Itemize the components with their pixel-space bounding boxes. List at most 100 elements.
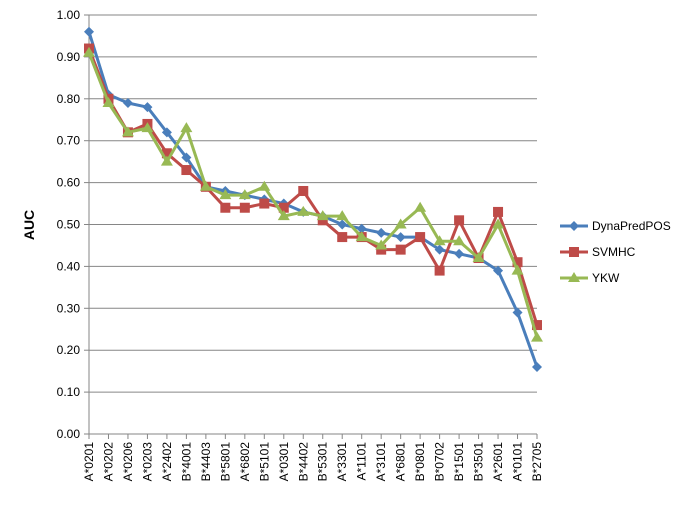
series-lines: [83, 26, 543, 372]
diamond-marker: [84, 26, 94, 37]
square-marker: [278, 202, 289, 213]
x-tick-label: A*0202: [101, 442, 115, 482]
series-dynapredpos: [84, 26, 542, 372]
x-tick-label: B*1501: [452, 442, 466, 482]
triangle-marker: [355, 231, 368, 242]
x-tick-label: A*3301: [335, 442, 349, 482]
x-tick-label: B*2705: [530, 442, 544, 482]
legend-item: DynaPredPOS: [560, 219, 671, 233]
x-tick-label: A*2601: [491, 442, 505, 482]
square-marker: [239, 202, 250, 213]
triangle-marker: [316, 210, 329, 221]
triangle-marker: [453, 235, 466, 246]
y-tick-label: 0.50: [57, 218, 81, 232]
x-tick-label: A*1101: [355, 442, 369, 481]
x-tick-label: B*4402: [296, 442, 310, 482]
square-marker: [220, 202, 231, 213]
y-tick-label: 0.70: [57, 134, 81, 148]
square-marker: [337, 232, 348, 243]
series-line: [87, 31, 539, 368]
diamond-marker: [493, 265, 504, 276]
y-tick-label: 0.40: [57, 259, 81, 273]
square-marker: [181, 165, 192, 176]
square-marker: [259, 198, 270, 209]
x-tick-label: A*0206: [121, 442, 135, 482]
triangle-marker: [277, 210, 290, 221]
diamond-marker: [356, 223, 367, 234]
series-svmhc: [84, 43, 542, 331]
x-tick-label: A*0201: [82, 442, 96, 482]
square-marker: [395, 244, 406, 255]
triangle-marker: [336, 210, 349, 221]
triangle-marker: [414, 201, 427, 212]
diamond-marker: [161, 127, 172, 138]
x-tick-label: A*6801: [394, 442, 408, 482]
y-tick-label: 0.60: [57, 176, 81, 190]
y-tick-label: 0.10: [57, 385, 81, 399]
legend-item: YKW: [560, 271, 620, 285]
x-tick-label: A*6802: [238, 442, 252, 482]
square-marker: [512, 257, 523, 268]
x-tick-label: B*4001: [179, 442, 193, 482]
x-tick-label: B*5301: [316, 442, 330, 482]
triangle-marker: [83, 46, 95, 57]
y-tick-label: 0.00: [57, 427, 81, 441]
legend-label: SVMHC: [592, 245, 636, 259]
x-tick-label: B*0702: [433, 442, 447, 482]
square-marker: [161, 148, 172, 159]
y-tick-label: 0.90: [57, 50, 81, 64]
square-marker: [415, 232, 426, 243]
triangle-marker: [180, 122, 193, 133]
square-marker: [454, 215, 465, 226]
x-tick-label: B*5101: [257, 442, 271, 482]
triangle-marker: [238, 189, 251, 200]
diamond-marker: [376, 227, 387, 238]
square-marker: [376, 244, 387, 255]
triangle-marker: [219, 189, 232, 200]
triangle-marker: [258, 180, 271, 191]
square-marker: [493, 206, 504, 217]
triangle-marker: [297, 205, 310, 216]
square-marker: [532, 320, 542, 331]
y-tick-label: 1.00: [57, 8, 81, 22]
y-tick-label: 0.20: [57, 343, 81, 357]
legend-label: DynaPredPOS: [592, 219, 671, 233]
legend-item: SVMHC: [560, 245, 636, 259]
x-tick-label: B*4403: [199, 442, 213, 482]
y-axis-title: AUC: [21, 210, 37, 240]
triangle-marker: [472, 252, 485, 263]
x-tick-label: A*3101: [374, 442, 388, 482]
triangle-marker: [511, 264, 524, 275]
triangle-marker: [141, 122, 154, 133]
diamond-marker: [512, 307, 523, 318]
x-tick-label: B*3501: [472, 442, 486, 482]
series-ykw: [83, 46, 543, 342]
series-line: [87, 47, 539, 326]
square-marker: [569, 247, 579, 257]
gridlines: [89, 14, 537, 393]
diamond-marker: [122, 97, 133, 108]
diamond-marker: [181, 152, 192, 163]
diamond-marker: [395, 232, 406, 243]
series-line: [87, 52, 539, 339]
legend-label: YKW: [592, 271, 620, 285]
diamond-marker: [142, 102, 153, 113]
x-tick-label: A*2402: [160, 442, 174, 482]
triangle-marker: [199, 180, 212, 191]
y-tick-label: 0.80: [57, 92, 81, 106]
triangle-marker: [102, 96, 115, 107]
diamond-marker: [532, 361, 542, 372]
legend: DynaPredPOS SVMHC YKW: [560, 219, 671, 285]
diamond-marker: [454, 248, 465, 259]
diamond-marker: [434, 244, 445, 255]
triangle-marker: [394, 218, 407, 229]
y-tick-label: 0.30: [57, 301, 81, 315]
x-tick-label: A*0101: [511, 442, 525, 482]
square-marker: [434, 265, 445, 276]
triangle-marker: [160, 155, 173, 166]
x-tick-label: A*0301: [277, 442, 291, 482]
triangle-marker: [433, 235, 446, 246]
triangle-marker: [492, 218, 505, 229]
